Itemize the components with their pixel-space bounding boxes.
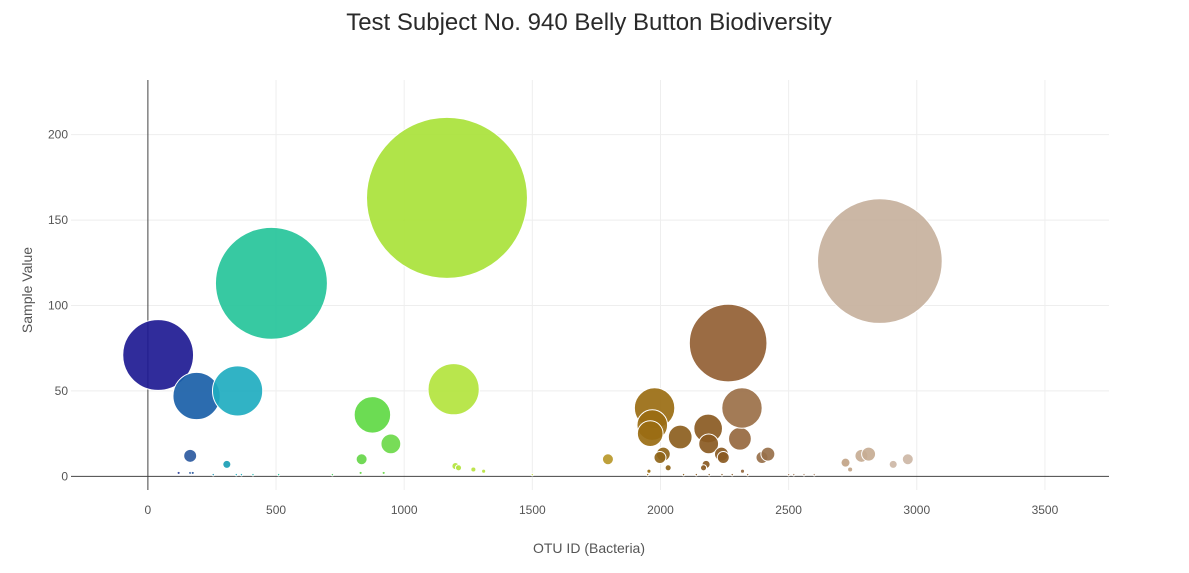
bubble-point[interactable] <box>234 472 239 477</box>
bubble-point[interactable] <box>176 470 181 475</box>
bubble-point[interactable] <box>817 198 943 324</box>
bubble-point[interactable] <box>730 472 734 477</box>
bubble-point[interactable] <box>222 459 232 469</box>
tick-layer: 0 500 1000 1500 2000 2500 3000 3500 0 50 100 150 200 <box>48 128 1059 517</box>
x-tick-label: 2000 <box>647 503 674 517</box>
bubble-layer <box>122 116 943 477</box>
bubble-point[interactable] <box>211 365 264 417</box>
bubble-point[interactable] <box>802 472 806 477</box>
bubble-point[interactable] <box>211 472 215 477</box>
bubble-point[interactable] <box>190 470 195 475</box>
bubble-point[interactable] <box>276 472 281 477</box>
bubble-point[interactable] <box>745 472 750 477</box>
bubble-point[interactable] <box>481 468 487 474</box>
x-tick-label: 2500 <box>775 503 802 517</box>
axis-layer <box>71 80 1109 490</box>
x-axis-title: OTU ID (Bacteria) <box>533 540 645 556</box>
chart-title: Test Subject No. 940 Belly Button Biodiv… <box>346 9 832 36</box>
bubble-point[interactable] <box>214 226 328 340</box>
bubble-point[interactable] <box>716 451 730 465</box>
x-tick-label: 1000 <box>391 503 418 517</box>
bubble-point[interactable] <box>812 472 816 477</box>
bubble-point[interactable] <box>664 464 672 472</box>
bubble-point[interactable] <box>470 466 477 473</box>
bubble-point[interactable] <box>861 446 877 462</box>
bubble-point[interactable] <box>427 363 480 416</box>
x-tick-label: 3500 <box>1032 503 1059 517</box>
bubble-point[interactable] <box>707 472 711 477</box>
x-tick-label: 3000 <box>903 503 930 517</box>
bubble-point[interactable] <box>530 472 535 477</box>
bubble-point[interactable] <box>355 453 368 466</box>
bubble-point[interactable] <box>667 424 693 450</box>
bubble-point[interactable] <box>653 451 667 465</box>
bubble-point[interactable] <box>646 468 652 474</box>
bubble-point[interactable] <box>688 303 768 383</box>
bubble-point[interactable] <box>721 387 763 429</box>
bubble-point[interactable] <box>698 433 720 455</box>
bubble-point[interactable] <box>239 472 244 477</box>
bubble-point[interactable] <box>901 453 914 466</box>
bubble-point[interactable] <box>681 472 686 477</box>
y-tick-label: 150 <box>48 213 68 227</box>
bubble-point[interactable] <box>381 470 386 475</box>
bubble-point[interactable] <box>847 466 854 473</box>
y-axis-title: Sample Value <box>19 247 35 333</box>
bubble-point[interactable] <box>636 420 664 447</box>
y-tick-label: 0 <box>61 469 68 483</box>
bubble-point[interactable] <box>330 472 335 477</box>
bubble-point[interactable] <box>786 472 791 477</box>
bubble-point[interactable] <box>760 446 776 462</box>
bubble-point[interactable] <box>792 472 796 477</box>
bubble-point[interactable] <box>353 396 392 434</box>
bubble-point[interactable] <box>739 468 746 474</box>
x-tick-label: 0 <box>145 503 152 517</box>
bubble-point[interactable] <box>728 426 752 451</box>
y-tick-label: 100 <box>48 299 68 313</box>
bubble-point[interactable] <box>380 433 402 455</box>
bubble-point[interactable] <box>454 464 463 472</box>
bubble-point[interactable] <box>699 464 708 472</box>
bubble-point[interactable] <box>720 472 724 477</box>
x-tick-label: 1500 <box>519 503 546 517</box>
bubble-point[interactable] <box>251 472 255 477</box>
y-tick-label: 50 <box>55 384 69 398</box>
bubble-point[interactable] <box>645 472 650 477</box>
bubble-point[interactable] <box>183 448 198 463</box>
bubble-point[interactable] <box>122 319 195 391</box>
x-tick-label: 500 <box>266 503 286 517</box>
bubble-point[interactable] <box>888 459 898 469</box>
bubble-point[interactable] <box>358 470 363 475</box>
bubble-point[interactable] <box>366 116 528 279</box>
y-tick-label: 200 <box>48 128 68 142</box>
bubble-point[interactable] <box>694 472 699 477</box>
bubble-point[interactable] <box>601 453 614 466</box>
bubble-point[interactable] <box>840 457 851 468</box>
